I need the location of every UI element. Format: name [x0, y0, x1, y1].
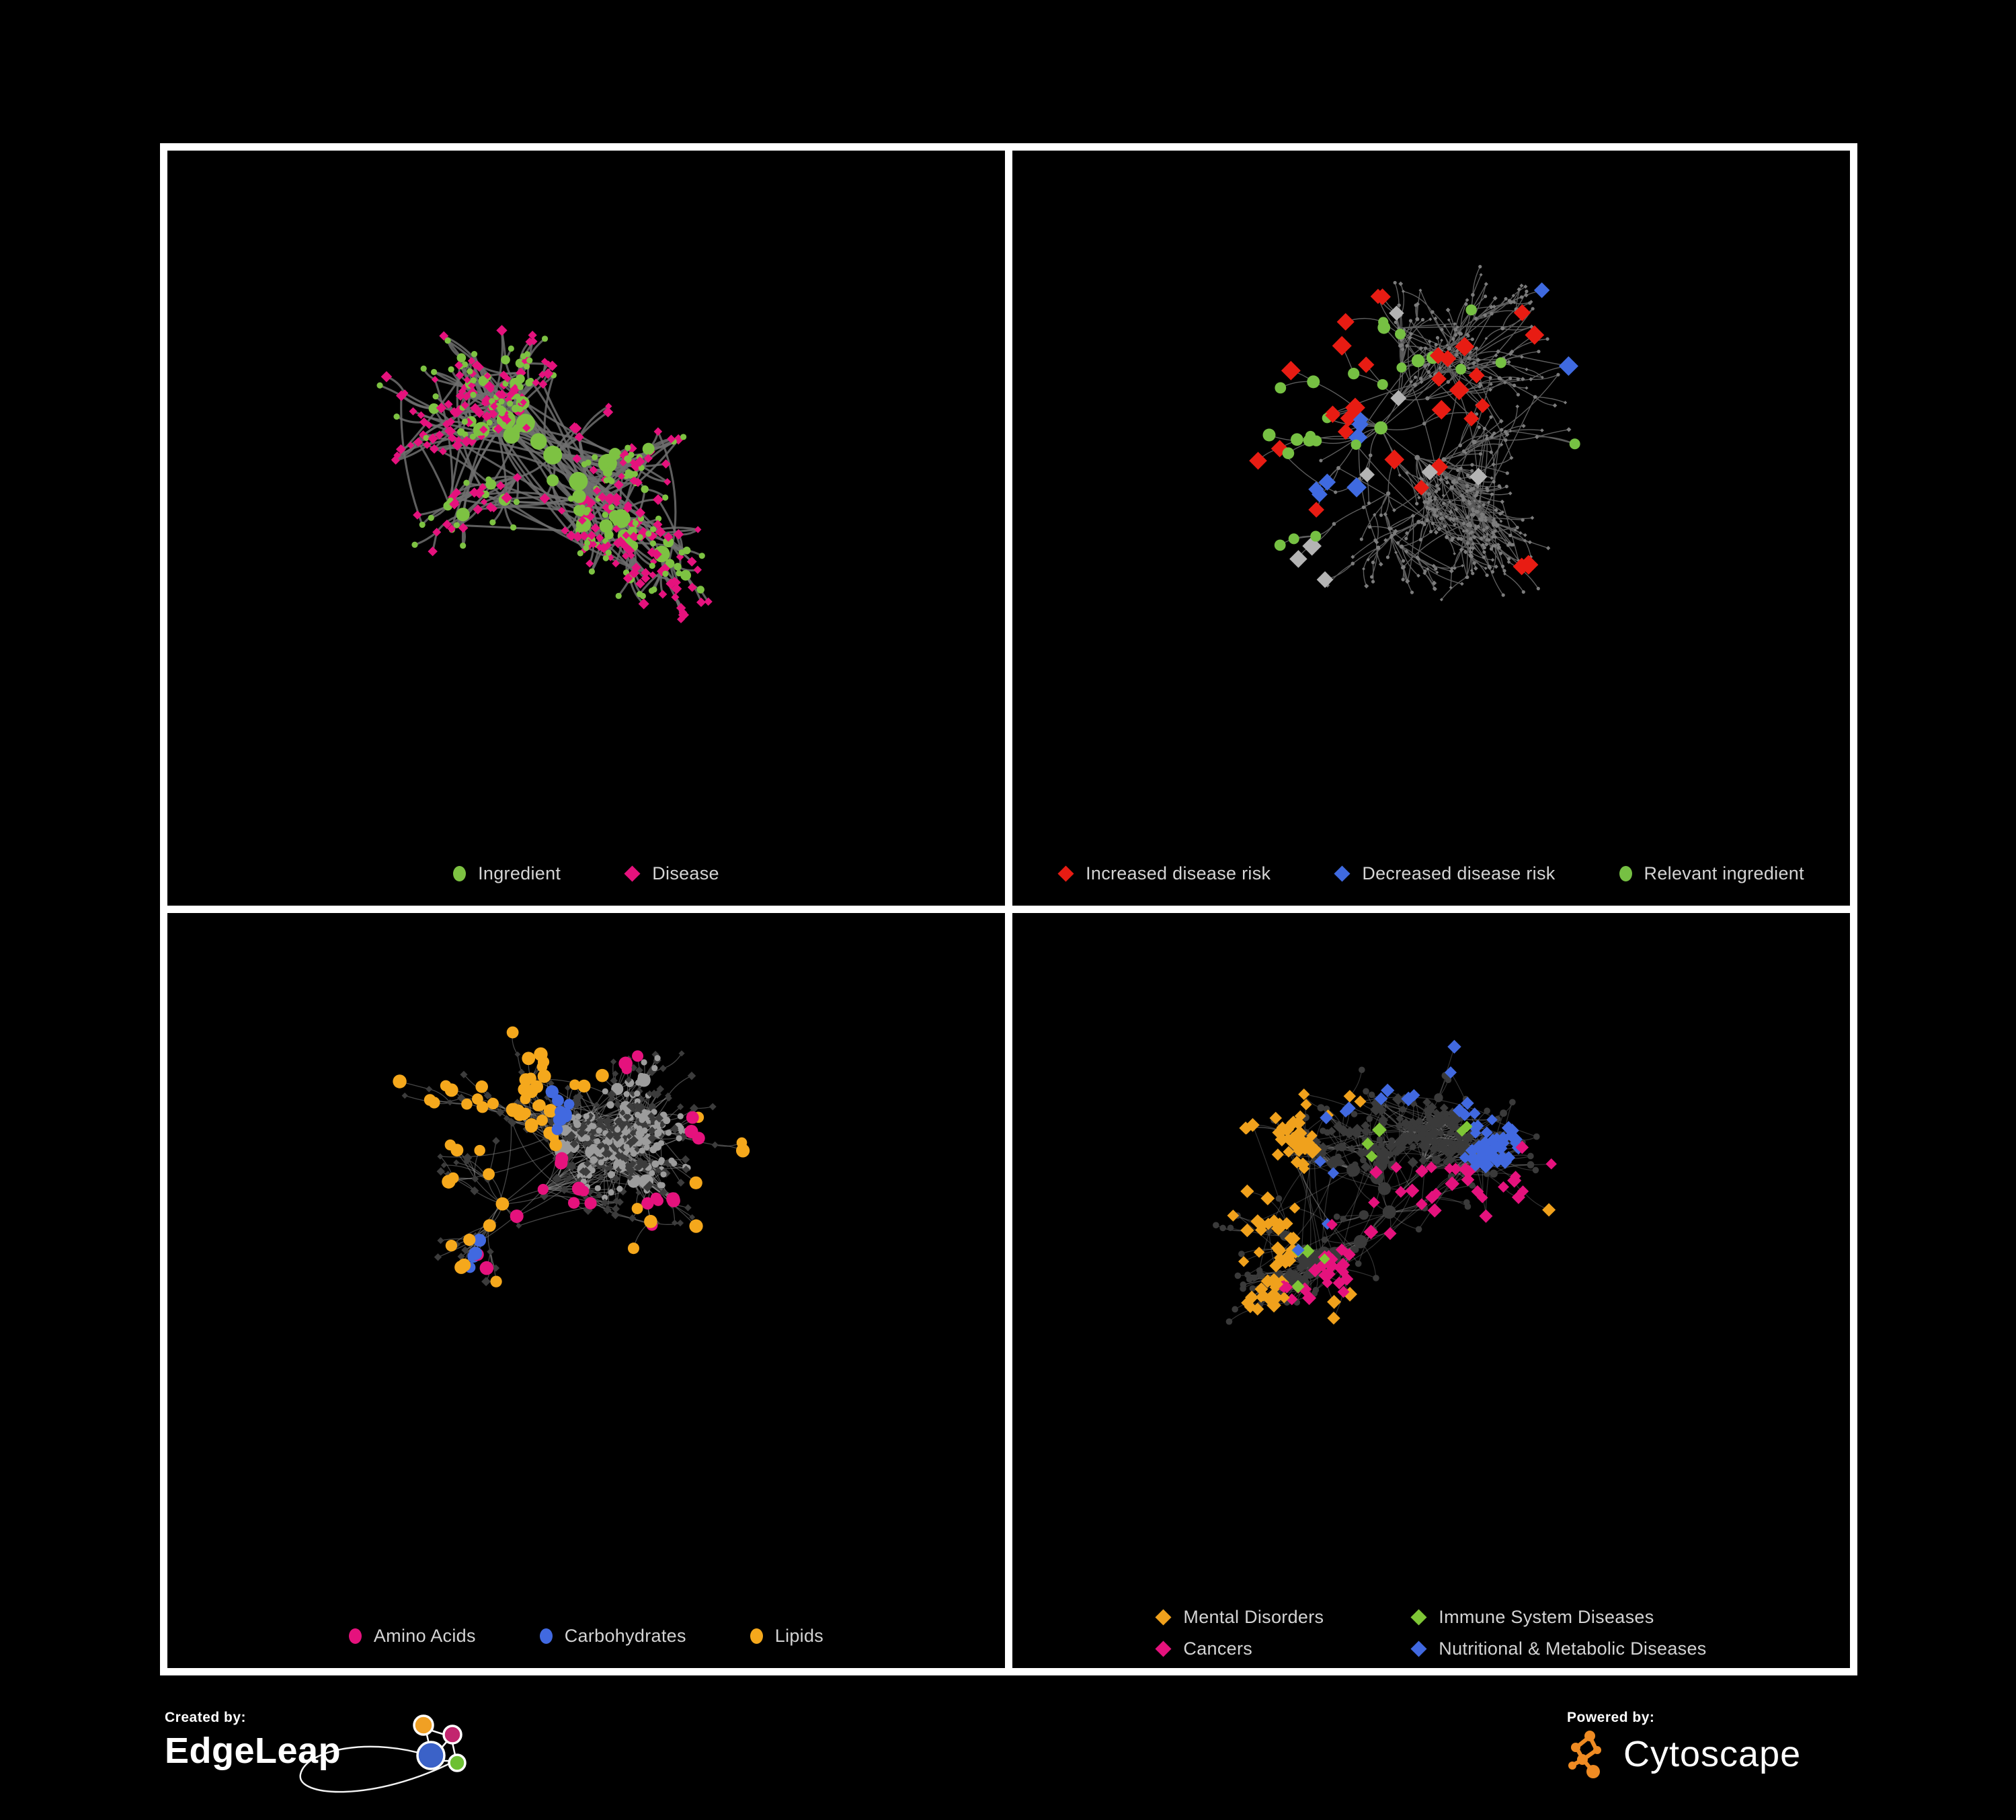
- legend-item: Cancers: [1155, 1638, 1324, 1659]
- legend-item: Disease: [624, 863, 719, 884]
- figure-frame: Ingredient Disease Increased disease risk…: [160, 143, 1857, 1675]
- legend-label: Cancers: [1183, 1638, 1253, 1659]
- nutrient-class-network-canvas: [167, 913, 1005, 1604]
- legend-label: Lipids: [774, 1625, 824, 1646]
- legend-diamond-icon: [1057, 865, 1074, 882]
- legend-diamond-icon: [1155, 1640, 1172, 1657]
- legend-item: Amino Acids: [348, 1625, 476, 1647]
- cytoscape-wordmark: Cytoscape: [1623, 1734, 1802, 1774]
- legend-label: Carbohydrates: [564, 1625, 686, 1646]
- legend-circle-icon: [1619, 865, 1632, 881]
- panel-nutrient-class-network: Amino Acids Carbohydrates Lipids: [167, 913, 1005, 1668]
- legend-item: Decreased disease risk: [1334, 863, 1555, 884]
- legend-item: Lipids: [750, 1626, 823, 1647]
- panel-disease-category-network: Mental Disorders Immune System Diseases Ca…: [1012, 913, 1850, 1668]
- legend-diamond-icon: [1155, 1609, 1172, 1626]
- legend-diamond-icon: [624, 865, 641, 882]
- created-by-label: Created by:: [165, 1710, 247, 1725]
- legend-circle-icon: [750, 1628, 763, 1644]
- legend-circle-icon: [348, 1628, 362, 1644]
- legend-item: Mental Disorders: [1155, 1606, 1324, 1628]
- powered-by-label: Powered by:: [1567, 1710, 1655, 1725]
- legend-label: Relevant ingredient: [1644, 863, 1804, 883]
- edgeleap-logo-icon: [299, 1714, 467, 1793]
- legend-item: Immune System Diseases: [1410, 1606, 1706, 1628]
- legend-label: Amino Acids: [373, 1625, 476, 1646]
- edgeleap-wordmark: EdgeLeap: [165, 1731, 341, 1771]
- network-graph: [393, 1026, 750, 1288]
- panel-legend: Ingredient Disease: [167, 841, 1005, 906]
- legend-item: Nutritional & Metabolic Diseases: [1410, 1638, 1707, 1659]
- powered-by-block: Powered by: Cytoscape: [1567, 1710, 1856, 1817]
- disease-risk-network-canvas: [1012, 151, 1850, 841]
- network-graph: [1213, 1039, 1557, 1325]
- legend-diamond-icon: [1410, 1609, 1427, 1626]
- legend-item: Ingredient: [453, 863, 561, 884]
- legend-label: Increased disease risk: [1086, 863, 1271, 883]
- disease-category-network-canvas: [1012, 913, 1850, 1593]
- legend-label: Disease: [652, 863, 719, 883]
- created-by-block: Created by: EdgeLeap: [165, 1710, 467, 1817]
- network-graph: [376, 325, 713, 624]
- panel-legend: Mental Disorders Immune System Diseases Ca…: [1012, 1593, 1850, 1668]
- legend-item: Carbohydrates: [539, 1625, 686, 1647]
- legend-circle-icon: [539, 1628, 553, 1644]
- legend-label: Mental Disorders: [1183, 1606, 1324, 1627]
- panel-ingredient-disease-network: Ingredient Disease: [167, 151, 1005, 906]
- legend-label: Decreased disease risk: [1362, 863, 1556, 883]
- panel-legend: Amino Acids Carbohydrates Lipids: [167, 1604, 1005, 1668]
- legend-item: Increased disease risk: [1057, 863, 1271, 884]
- ingredient-disease-network-canvas: [167, 151, 1005, 841]
- legend-label: Ingredient: [478, 863, 561, 883]
- panel-disease-risk-network: Increased disease risk Decreased disease …: [1012, 151, 1850, 906]
- legend-label: Immune System Diseases: [1439, 1606, 1654, 1627]
- legend-item: Relevant ingredient: [1619, 863, 1804, 884]
- legend-circle-icon: [453, 865, 467, 881]
- panel-legend: Increased disease risk Decreased disease …: [1012, 841, 1850, 906]
- network-graph: [1249, 265, 1580, 602]
- legend-label: Nutritional & Metabolic Diseases: [1439, 1638, 1707, 1659]
- cytoscape-logo-icon: [1568, 1731, 1601, 1778]
- legend-diamond-icon: [1410, 1640, 1427, 1657]
- legend-diamond-icon: [1334, 865, 1350, 882]
